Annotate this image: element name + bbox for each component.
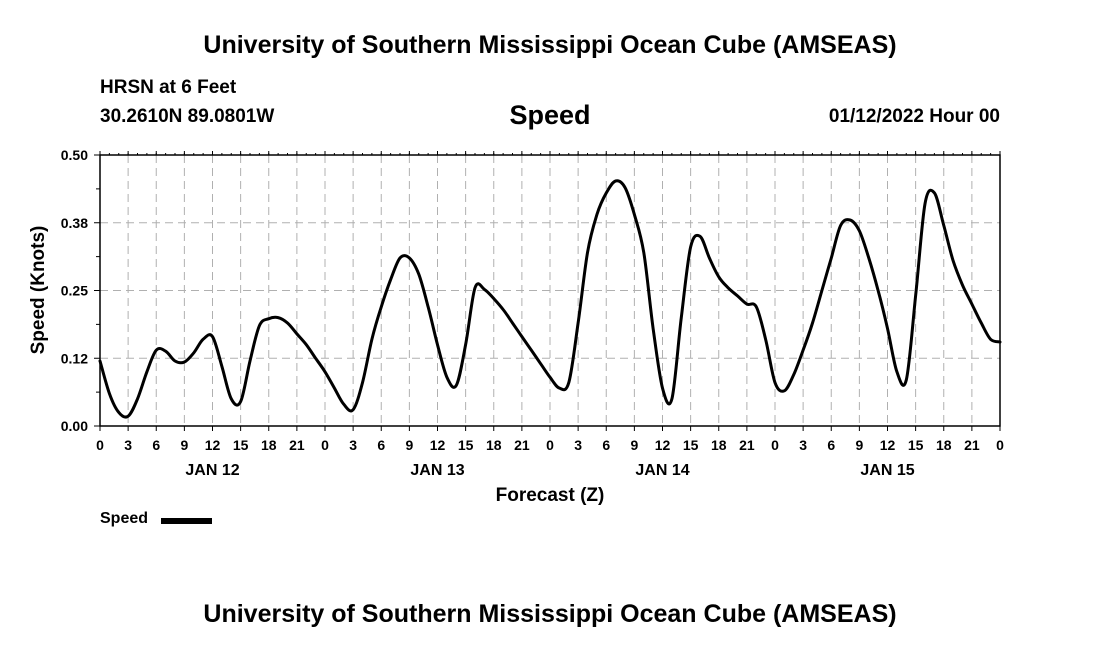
- y-axis-title: Speed (Knots): [28, 226, 49, 355]
- x-axis-title: Forecast (Z): [496, 485, 605, 506]
- y-tick-labels: 0.00 0.12 0.25 0.38 0.50: [61, 147, 88, 434]
- x-tick-label: 15: [908, 437, 924, 453]
- x-tick-labels: 0 3 6 9 12 15 18 21 0 3 6 9 12 15 18 21 0 3 6 9 12 15 18 21 0 3 6 9…: [96, 437, 1004, 453]
- x-tick-label: 0: [771, 437, 779, 453]
- x-tick-label: 3: [349, 437, 357, 453]
- x-tick-label: 3: [799, 437, 807, 453]
- x-tick-label: 21: [739, 437, 755, 453]
- run-time-label: 01/12/2022 Hour 00: [828, 106, 1000, 127]
- day-label: JAN 12: [185, 462, 239, 479]
- x-tick-label: 9: [180, 437, 188, 453]
- day-label: JAN 14: [635, 462, 689, 479]
- x-tick-label: 3: [574, 437, 582, 453]
- x-tick-label: 9: [630, 437, 638, 453]
- footer-title: University of Southern Mississippi Ocean…: [203, 600, 897, 628]
- x-tick-label: 18: [261, 437, 277, 453]
- x-tick-label: 15: [233, 437, 249, 453]
- x-tick-label: 0: [96, 437, 104, 453]
- x-tick-label: 15: [458, 437, 474, 453]
- y-tick-label: 0.12: [61, 350, 88, 366]
- x-tick-label: 12: [205, 437, 221, 453]
- x-tick-label: 6: [152, 437, 160, 453]
- grid-lines: [100, 155, 1000, 426]
- series-layer: [98, 179, 1002, 419]
- x-tick-label: 21: [514, 437, 530, 453]
- x-tick-label: 21: [289, 437, 305, 453]
- x-tick-label: 0: [321, 437, 329, 453]
- x-tick-label: 6: [827, 437, 835, 453]
- speed-series-line: [98, 179, 1002, 419]
- day-label: JAN 15: [860, 462, 914, 479]
- x-tick-label: 12: [880, 437, 896, 453]
- x-tick-label: 9: [855, 437, 863, 453]
- y-tick-label: 0.50: [61, 147, 88, 163]
- x-tick-label: 3: [124, 437, 132, 453]
- x-tick-label: 12: [430, 437, 446, 453]
- plot-frame: [99, 154, 1001, 427]
- x-tick-label: 15: [683, 437, 699, 453]
- x-tick-label: 12: [655, 437, 671, 453]
- y-tick-label: 0.00: [61, 418, 88, 434]
- main-title: University of Southern Mississippi Ocean…: [203, 31, 897, 59]
- y-tick-label: 0.38: [61, 215, 88, 231]
- legend-label: Speed: [100, 510, 149, 527]
- legend-swatch: [161, 518, 212, 524]
- x-tick-label: 0: [546, 437, 554, 453]
- day-label: JAN 13: [410, 462, 464, 479]
- coordinates-label: 30.2610N 89.0801W: [100, 106, 275, 127]
- y-tick-label: 0.25: [61, 283, 88, 299]
- day-labels: JAN 12 JAN 13 JAN 14 JAN 15: [185, 462, 914, 479]
- x-tick-label: 6: [377, 437, 385, 453]
- x-tick-label: 0: [996, 437, 1004, 453]
- x-tick-label: 18: [711, 437, 727, 453]
- x-tick-label: 21: [964, 437, 980, 453]
- x-tick-label: 18: [936, 437, 952, 453]
- station-label: HRSN at 6 Feet: [100, 77, 237, 98]
- x-tick-label: 18: [486, 437, 502, 453]
- x-tick-label: 9: [405, 437, 413, 453]
- variable-title: Speed: [509, 100, 591, 130]
- x-tick-label: 6: [602, 437, 610, 453]
